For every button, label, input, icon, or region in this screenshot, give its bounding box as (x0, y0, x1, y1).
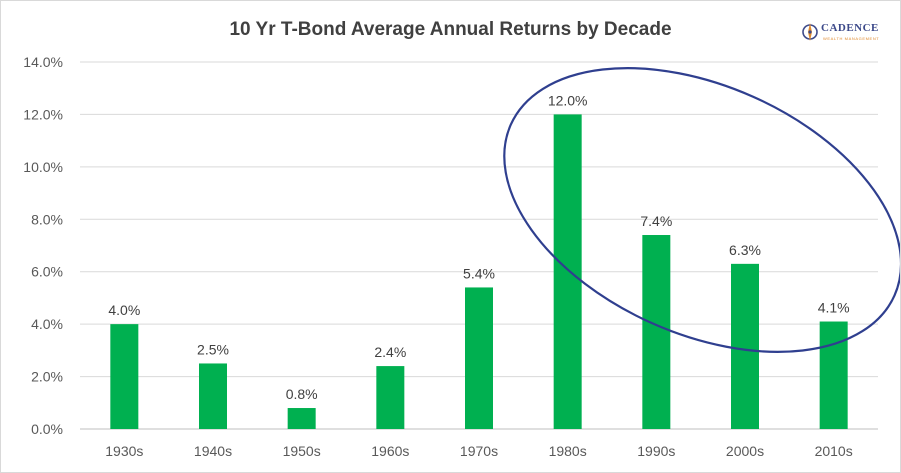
y-tick-label: 2.0% (31, 369, 63, 385)
bar-1950s (287, 408, 316, 429)
y-tick-label: 6.0% (31, 264, 63, 280)
company-logo: CADENCE WEALTH MANAGEMENT (801, 19, 891, 49)
bar-1980s (553, 114, 582, 429)
data-label-1990s: 7.4% (640, 213, 672, 229)
x-tick-label: 1980s (549, 443, 587, 459)
logo-tagline: WEALTH MANAGEMENT (823, 36, 880, 41)
annotation-layer (503, 67, 900, 353)
logo-name: CADENCE (821, 22, 879, 34)
y-tick-label: 12.0% (23, 106, 63, 122)
bar-1940s (199, 363, 227, 429)
x-tick-label: 1930s (105, 443, 143, 459)
bar-1970s (465, 287, 493, 429)
x-axis-tick-labels: 1930s 1940s 1950s 1960s 1970s 1980s 1990s 2000s… (105, 443, 852, 459)
chart-title: 10 Yr T-Bond Average Annual Returns by D… (229, 19, 672, 40)
y-tick-label: 4.0% (31, 316, 63, 332)
highlight-ellipse (503, 67, 900, 353)
y-tick-label: 8.0% (31, 211, 63, 227)
y-tick-label: 14.0% (23, 54, 63, 70)
bar-1930s (110, 324, 139, 429)
data-label-2010s: 4.1% (818, 300, 850, 316)
compass-logo-icon (802, 23, 818, 41)
bar-1990s (642, 235, 671, 429)
bar-1960s (376, 366, 405, 429)
y-tick-label: 10.0% (23, 159, 63, 175)
x-tick-label: 2000s (726, 443, 764, 459)
bar-2000s (731, 263, 759, 429)
data-label-1970s: 5.4% (463, 265, 495, 281)
y-tick-label: 0.0% (31, 421, 63, 437)
x-tick-label: 1960s (371, 443, 409, 459)
x-tick-label: 1940s (194, 443, 232, 459)
data-label-1950s: 0.8% (286, 386, 318, 402)
data-label-1960s: 2.4% (374, 344, 406, 360)
x-tick-label: 1970s (460, 443, 498, 459)
data-label-1940s: 2.5% (197, 341, 229, 357)
bars (110, 114, 848, 429)
data-labels: 4.0% 2.5% 0.8% 2.4% 5.4% 12.0% 7.4% 6.3% 4.1% (108, 92, 849, 402)
x-tick-label: 1990s (637, 443, 675, 459)
y-axis-tick-labels: 0.0% 2.0% 4.0% 6.0% 8.0% 10.0% 12.0% 14.0% (23, 54, 63, 437)
bar-2010s (819, 321, 848, 429)
x-tick-label: 1950s (283, 443, 321, 459)
data-label-2000s: 6.3% (729, 242, 761, 258)
x-tick-label: 2010s (815, 443, 853, 459)
data-label-1930s: 4.0% (108, 302, 140, 318)
data-label-1980s: 12.0% (548, 92, 588, 108)
